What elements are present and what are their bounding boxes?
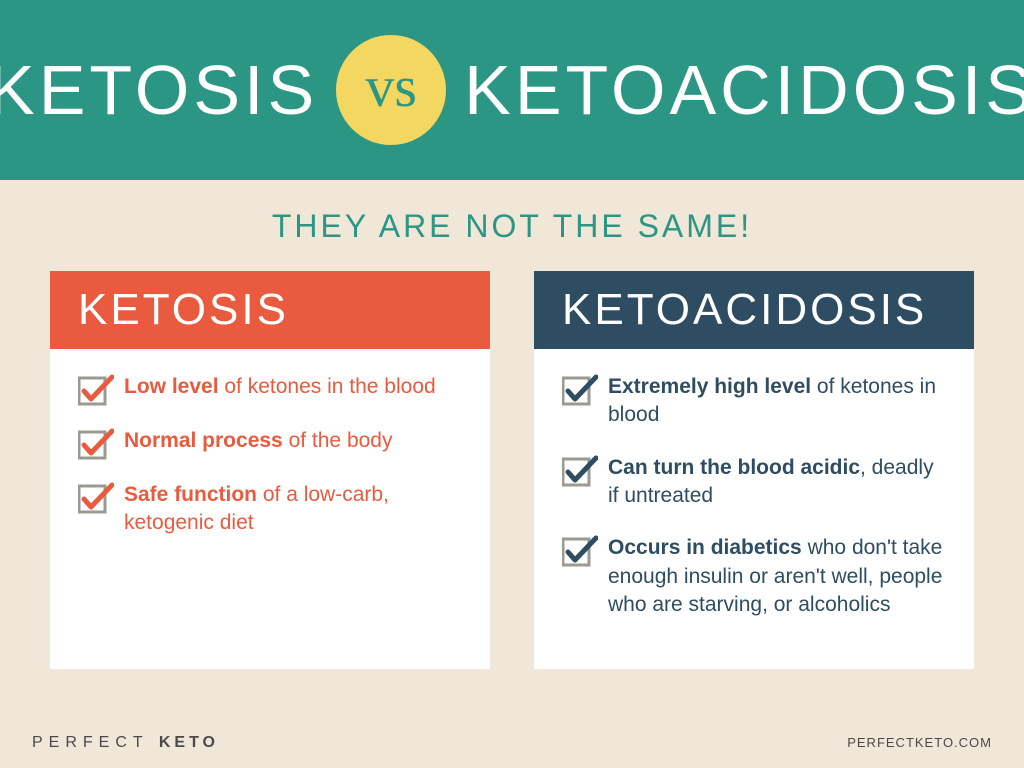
bullet-text: Occurs in diabetics who don't take enoug… (608, 534, 946, 619)
checkbox-icon (78, 481, 108, 511)
checkbox-icon (562, 454, 592, 484)
brand-left-bold: KETO (159, 734, 219, 751)
bullet-text: Extremely high level of ketones in blood (608, 373, 946, 430)
ketosis-card: KETOSIS Low level of ketones in the bloo… (50, 271, 490, 669)
subtitle: THEY ARE NOT THE SAME! (0, 208, 1024, 245)
checkbox-icon (562, 373, 592, 403)
vs-circle: vs (336, 35, 446, 145)
checkbox-icon (78, 427, 108, 457)
bullet-text: Can turn the blood acidic, deadly if unt… (608, 454, 946, 511)
bullet-text: Normal process of the body (124, 427, 392, 455)
list-item: Can turn the blood acidic, deadly if unt… (562, 454, 946, 511)
bullet-text: Low level of ketones in the blood (124, 373, 436, 401)
checkbox-icon (78, 373, 108, 403)
ketosis-card-title: KETOSIS (78, 285, 289, 335)
ketosis-card-header: KETOSIS (50, 271, 490, 349)
vs-text: vs (365, 53, 417, 120)
list-item: Occurs in diabetics who don't take enoug… (562, 534, 946, 619)
ketoacidosis-card: KETOACIDOSIS Extremely high level of ket… (534, 271, 974, 669)
ketoacidosis-card-title: KETOACIDOSIS (562, 285, 927, 335)
list-item: Low level of ketones in the blood (78, 373, 462, 403)
ketoacidosis-card-header: KETOACIDOSIS (534, 271, 974, 349)
list-item: Safe function of a low-carb, ketogenic d… (78, 481, 462, 538)
cards-container: KETOSIS Low level of ketones in the bloo… (0, 271, 1024, 669)
list-item: Extremely high level of ketones in blood (562, 373, 946, 430)
checkbox-icon (562, 534, 592, 564)
ketoacidosis-card-body: Extremely high level of ketones in blood… (534, 349, 974, 619)
bullet-text: Safe function of a low-carb, ketogenic d… (124, 481, 462, 538)
ketosis-card-body: Low level of ketones in the blood Normal… (50, 349, 490, 538)
header-word-left: KETOSIS (0, 50, 318, 130)
list-item: Normal process of the body (78, 427, 462, 457)
brand-left-thin: PERFECT (32, 734, 148, 751)
brand-left: PERFECT KETO (32, 734, 219, 752)
header-word-right: KETOACIDOSIS (464, 50, 1024, 130)
brand-right: PERFECTKETO.COM (847, 735, 992, 750)
header-banner: KETOSIS vs KETOACIDOSIS (0, 0, 1024, 180)
